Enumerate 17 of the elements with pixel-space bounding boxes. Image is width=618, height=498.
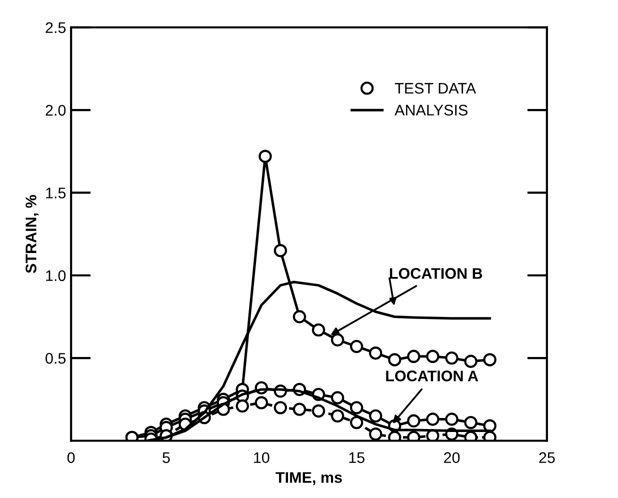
- y-tick-label: 2.0: [46, 104, 66, 116]
- x-tick-label: 10: [254, 452, 270, 464]
- annotation: LOCATION B: [390, 268, 482, 279]
- y-tick-label: 0.5: [46, 352, 66, 364]
- x-tick-label: 20: [444, 452, 460, 464]
- x-tick-label: 15: [349, 452, 364, 464]
- x-axis-title: TIME, ms: [276, 472, 342, 486]
- y-tick-label: 2.5: [46, 22, 66, 34]
- x-tick-label: 5: [162, 452, 170, 464]
- legend-label: ANALYSIS: [394, 104, 468, 116]
- y-tick-label: 1.0: [46, 270, 66, 282]
- legend-label: TEST DATA: [394, 82, 476, 94]
- annotation: LOCATION A: [386, 370, 478, 382]
- y-tick-label: 1.5: [46, 188, 66, 198]
- x-tick-label: 25: [539, 452, 555, 464]
- x-tick-label: 0: [67, 452, 75, 464]
- y-axis-title: STRAIN, %: [26, 194, 39, 274]
